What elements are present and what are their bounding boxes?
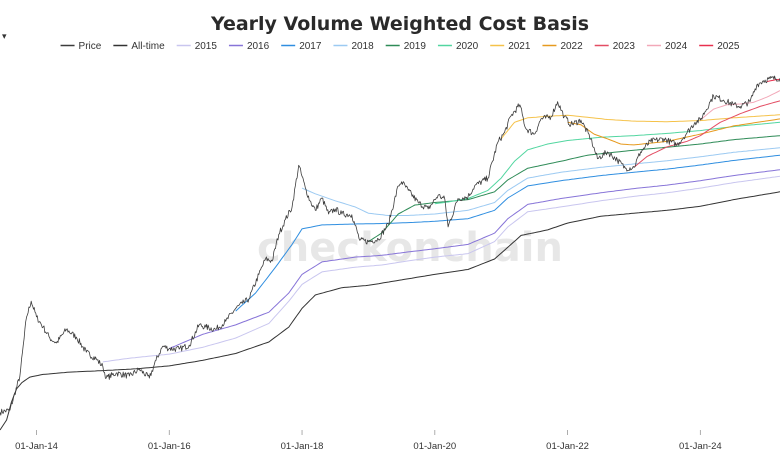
x-tick-label: 01-Jan-18 bbox=[281, 441, 324, 452]
legend-label: 2019 bbox=[404, 41, 427, 52]
series-line-2019[interactable] bbox=[368, 135, 780, 243]
series-line-2016[interactable] bbox=[169, 169, 780, 349]
x-tick-label: 01-Jan-14 bbox=[15, 441, 58, 452]
legend-item-2015[interactable]: 2015 bbox=[176, 41, 218, 52]
legend-item-2023[interactable]: 2023 bbox=[594, 41, 636, 52]
legend-label: 2025 bbox=[717, 41, 740, 52]
legend-item-2016[interactable]: 2016 bbox=[228, 41, 270, 52]
series-line-price[interactable] bbox=[0, 75, 780, 416]
series-line-2025[interactable] bbox=[766, 78, 780, 83]
series-line-2020[interactable] bbox=[434, 121, 780, 205]
legend-label: 2024 bbox=[665, 41, 688, 52]
legend-label: 2017 bbox=[299, 41, 322, 52]
legend-item-2020[interactable]: 2020 bbox=[437, 41, 479, 52]
series-line-2017[interactable] bbox=[235, 154, 780, 312]
legend-label: 2016 bbox=[247, 41, 270, 52]
series-line-2015[interactable] bbox=[102, 175, 780, 363]
legend: Price All-time 2015 2016 2017 2018 2019 2020 202… bbox=[60, 41, 740, 52]
plot-area bbox=[0, 75, 780, 431]
legend-item-2022[interactable]: 2022 bbox=[542, 41, 583, 52]
legend-label: 2015 bbox=[195, 41, 218, 52]
legend-label: Price bbox=[79, 41, 102, 52]
chart-title: Yearly Volume Weighted Cost Basis bbox=[210, 13, 589, 35]
legend-item-2019[interactable]: 2019 bbox=[385, 41, 427, 52]
legend-item-all-time[interactable]: All-time bbox=[113, 41, 165, 52]
legend-item-2018[interactable]: 2018 bbox=[333, 41, 374, 52]
chart-menu-icon[interactable]: ▾ bbox=[2, 31, 7, 41]
series-line-2018[interactable] bbox=[301, 147, 780, 216]
x-tick-label: 01-Jan-22 bbox=[546, 441, 589, 452]
legend-label: 2023 bbox=[613, 41, 636, 52]
legend-item-2024[interactable]: 2024 bbox=[646, 41, 688, 52]
series-line-all-time[interactable] bbox=[0, 191, 780, 431]
legend-item-2021[interactable]: 2021 bbox=[490, 41, 531, 52]
legend-label: All-time bbox=[131, 41, 165, 52]
series-line-2023[interactable] bbox=[633, 100, 780, 168]
watermark: checkonchain bbox=[257, 225, 563, 271]
x-axis: 01-Jan-14 01-Jan-16 01-Jan-18 01-Jan-20 01-J… bbox=[15, 430, 722, 452]
legend-item-2025[interactable]: 2025 bbox=[699, 41, 740, 52]
legend-label: 2022 bbox=[560, 41, 583, 52]
x-tick-label: 01-Jan-24 bbox=[679, 441, 722, 452]
series-line-2024[interactable] bbox=[699, 90, 780, 121]
legend-item-price[interactable]: Price bbox=[60, 41, 102, 52]
legend-label: 2021 bbox=[508, 41, 531, 52]
series-line-2022[interactable] bbox=[567, 118, 780, 146]
x-tick-label: 01-Jan-20 bbox=[413, 441, 456, 452]
legend-item-2017[interactable]: 2017 bbox=[281, 41, 322, 52]
legend-label: 2020 bbox=[456, 41, 479, 52]
legend-label: 2018 bbox=[351, 41, 374, 52]
x-tick-label: 01-Jan-16 bbox=[148, 441, 191, 452]
